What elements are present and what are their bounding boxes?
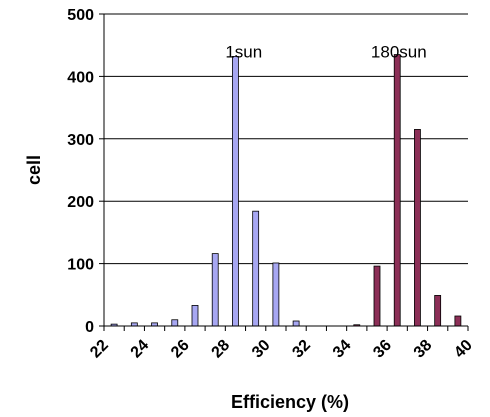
x-tick-label: 40 — [451, 337, 476, 362]
x-tick-label: 30 — [249, 337, 274, 362]
bar-180sun — [434, 295, 442, 327]
x-tick-label: 22 — [87, 337, 112, 362]
x-tick-label: 36 — [370, 337, 395, 362]
bar-1sun — [292, 320, 300, 327]
y-tick-label: 400 — [67, 69, 94, 86]
bar-180sun — [373, 265, 381, 327]
bar-180sun — [414, 129, 421, 327]
x-tick-label: 34 — [330, 337, 355, 362]
annotations: 1sun 180sun — [225, 42, 426, 61]
y-tick-labels: 0 100 200 300 400 500 — [67, 7, 94, 336]
x-tick-label: 24 — [128, 337, 153, 362]
x-tick-label: 38 — [411, 337, 436, 362]
y-tick-label: 0 — [85, 319, 94, 336]
y-tick-label: 100 — [67, 257, 94, 274]
x-tick-labels: 22 24 26 28 30 32 34 36 38 40 — [87, 337, 476, 362]
grid-lines — [99, 13, 469, 331]
bar-1sun — [171, 319, 179, 327]
bar-1sun — [272, 262, 280, 327]
bar-1sun — [232, 56, 239, 327]
x-axis-title: Efficiency (%) — [231, 392, 349, 412]
annotation-label: 180sun — [371, 42, 427, 61]
y-tick-label: 500 — [67, 7, 94, 24]
y-tick-label: 300 — [67, 132, 94, 149]
x-tick-label: 26 — [168, 337, 193, 362]
bar-1sun — [252, 210, 260, 327]
bar-1sun — [191, 305, 199, 327]
bar-180sun — [454, 315, 462, 327]
bar-1sun — [211, 253, 219, 327]
bar-180sun — [393, 54, 401, 327]
x-tick-label: 28 — [209, 337, 234, 362]
y-axis-title: cell — [24, 155, 44, 185]
annotation-label: 1sun — [225, 42, 262, 61]
x-tick-label: 32 — [289, 337, 314, 362]
bars — [110, 54, 462, 327]
y-tick-label: 200 — [67, 194, 94, 211]
